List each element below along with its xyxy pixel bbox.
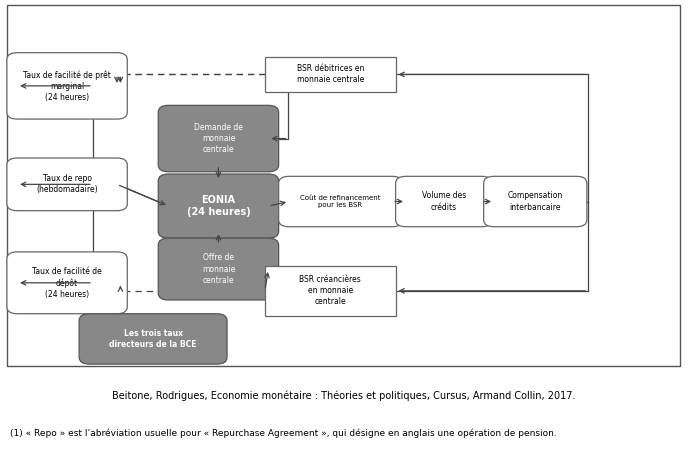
FancyBboxPatch shape	[396, 176, 492, 227]
FancyBboxPatch shape	[279, 176, 402, 227]
FancyBboxPatch shape	[158, 105, 279, 172]
FancyBboxPatch shape	[158, 238, 279, 300]
Text: BSR débitrices en
monnaie centrale: BSR débitrices en monnaie centrale	[297, 65, 364, 84]
Text: Taux de facilité de
dépôt
(24 heures): Taux de facilité de dépôt (24 heures)	[32, 267, 102, 299]
Text: Coût de refinancement
pour les BSR: Coût de refinancement pour les BSR	[300, 195, 381, 208]
Text: Taux de repo
(hebdomadaire): Taux de repo (hebdomadaire)	[36, 174, 98, 194]
FancyBboxPatch shape	[7, 252, 127, 314]
Text: Les trois taux
directeurs de la BCE: Les trois taux directeurs de la BCE	[109, 329, 197, 349]
Text: EONIA
(24 heures): EONIA (24 heures)	[186, 195, 250, 217]
Text: Beitone, Rodrigues, Economie monétaire : Théories et politiques, Cursus, Armand : Beitone, Rodrigues, Economie monétaire :…	[112, 391, 576, 401]
FancyBboxPatch shape	[79, 314, 227, 364]
FancyBboxPatch shape	[265, 266, 396, 316]
FancyBboxPatch shape	[7, 53, 127, 119]
FancyBboxPatch shape	[484, 176, 587, 227]
Text: Demande de
monnaie
centrale: Demande de monnaie centrale	[194, 123, 243, 154]
FancyBboxPatch shape	[7, 158, 127, 211]
Text: Taux de facilité de prêt
marginal
(24 heures): Taux de facilité de prêt marginal (24 he…	[23, 70, 111, 102]
Text: Compensation
interbancaire: Compensation interbancaire	[508, 191, 563, 212]
FancyBboxPatch shape	[265, 57, 396, 92]
Text: BSR créancières
en monnaie
centrale: BSR créancières en monnaie centrale	[299, 275, 361, 306]
Text: Offre de
monnaie
centrale: Offre de monnaie centrale	[202, 253, 235, 285]
Text: (1) « Repo » est l’abréviation usuelle pour « Repurchase Agreement », qui désign: (1) « Repo » est l’abréviation usuelle p…	[10, 428, 557, 437]
FancyBboxPatch shape	[158, 174, 279, 238]
Text: Volume des
crédits: Volume des crédits	[422, 191, 466, 212]
